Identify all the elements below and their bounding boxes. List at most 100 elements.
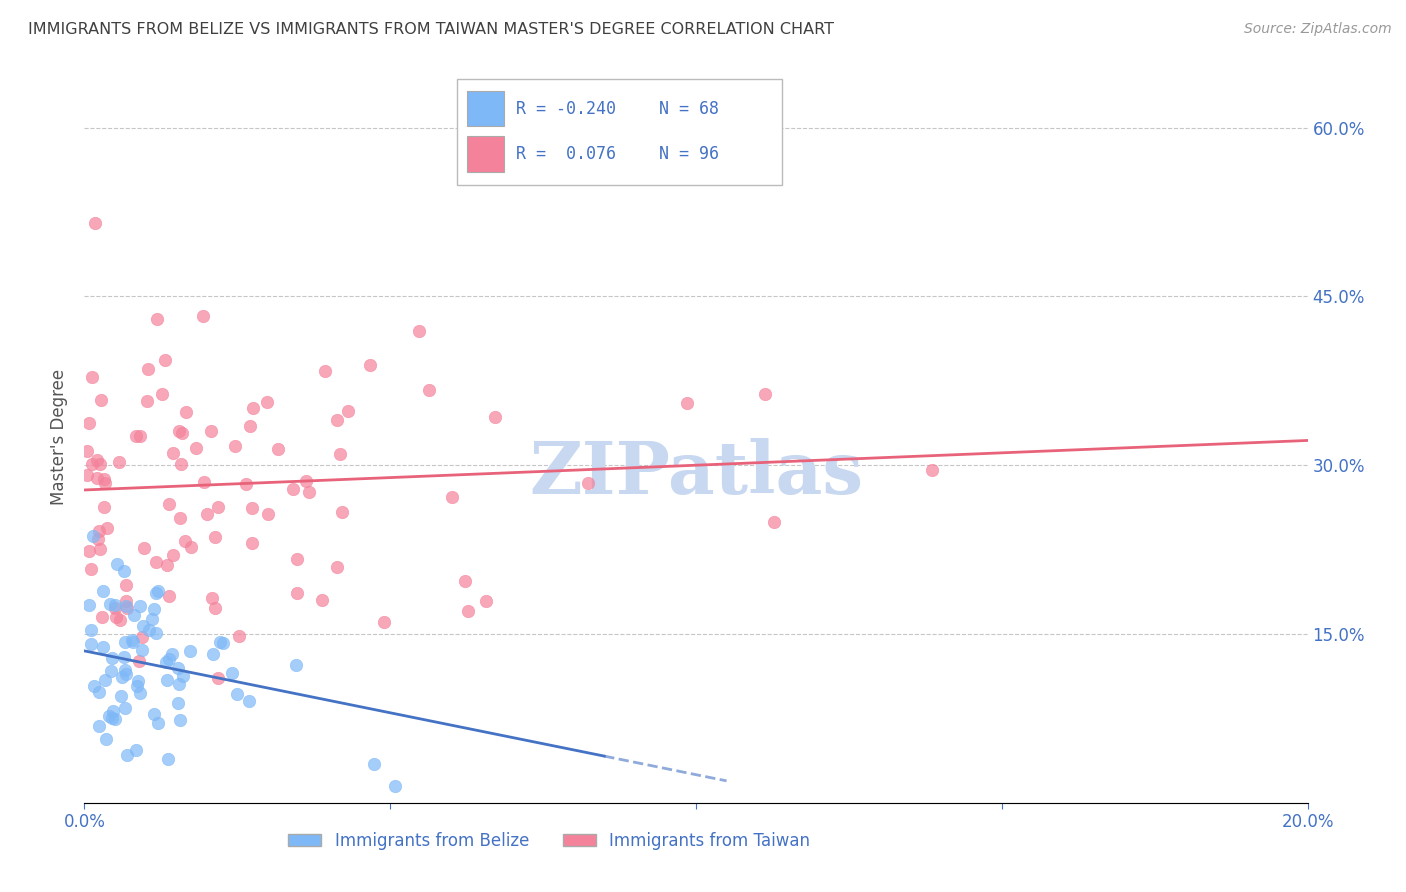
Point — [108, 614, 131, 628]
Point — [169, 511, 191, 525]
Point — [129, 428, 152, 442]
Point — [114, 594, 136, 608]
Point — [676, 396, 699, 410]
Point — [129, 686, 152, 700]
Point — [131, 630, 153, 644]
Point — [146, 715, 169, 730]
Point — [240, 536, 263, 550]
Point — [82, 529, 104, 543]
Point — [157, 589, 180, 603]
Point — [121, 632, 143, 647]
Point — [132, 541, 155, 555]
Text: N = 96: N = 96 — [659, 145, 720, 163]
Point — [86, 453, 108, 467]
Text: IMMIGRANTS FROM BELIZE VS IMMIGRANTS FROM TAIWAN MASTER'S DEGREE CORRELATION CHA: IMMIGRANTS FROM BELIZE VS IMMIGRANTS FRO… — [28, 22, 834, 37]
Point — [267, 442, 290, 457]
Point — [170, 457, 193, 471]
Point — [90, 393, 112, 408]
Point — [167, 677, 190, 691]
Point — [124, 743, 146, 757]
Point — [169, 713, 191, 727]
Point — [91, 583, 114, 598]
Point — [86, 471, 108, 485]
Point — [115, 747, 138, 762]
Point — [156, 673, 179, 687]
Point — [125, 679, 148, 693]
Point — [763, 515, 786, 529]
Point — [228, 629, 250, 643]
Point — [474, 594, 496, 608]
Point — [325, 560, 347, 574]
Point — [129, 599, 152, 613]
Point — [173, 533, 195, 548]
Text: N = 68: N = 68 — [659, 100, 720, 118]
FancyBboxPatch shape — [467, 136, 503, 171]
Point — [112, 564, 135, 578]
Point — [162, 548, 184, 562]
Point — [121, 634, 143, 648]
Point — [115, 601, 138, 615]
Point — [87, 532, 110, 546]
Text: Source: ZipAtlas.com: Source: ZipAtlas.com — [1244, 22, 1392, 37]
Point — [242, 401, 264, 415]
Point — [114, 663, 136, 677]
Point — [224, 440, 246, 454]
Point — [578, 475, 600, 490]
Point — [125, 428, 148, 442]
Point — [166, 661, 188, 675]
Point — [89, 458, 111, 472]
Point — [104, 598, 127, 612]
Y-axis label: Master's Degree: Master's Degree — [51, 369, 69, 505]
Point — [79, 416, 101, 430]
Point — [325, 412, 347, 426]
Point — [285, 586, 308, 600]
Point — [285, 552, 308, 566]
Point — [295, 474, 318, 488]
Point — [91, 609, 114, 624]
Point — [80, 369, 103, 384]
Point — [207, 500, 229, 514]
Point — [93, 640, 115, 655]
Point — [283, 482, 305, 496]
Point — [104, 600, 127, 615]
Point — [142, 706, 165, 721]
Point — [98, 597, 121, 611]
Point — [87, 719, 110, 733]
Point — [457, 604, 479, 618]
Point — [754, 386, 776, 401]
Point — [156, 558, 179, 572]
Point — [89, 684, 111, 698]
Point — [114, 635, 136, 649]
Point — [172, 425, 194, 440]
Point — [204, 601, 226, 615]
FancyBboxPatch shape — [467, 91, 503, 127]
Point — [186, 441, 208, 455]
Point — [212, 635, 235, 649]
Point — [83, 679, 105, 693]
Point — [484, 409, 506, 424]
Point — [94, 475, 117, 490]
Point — [195, 507, 218, 521]
Point — [418, 383, 440, 397]
Point — [110, 669, 132, 683]
Point — [77, 598, 100, 612]
Point — [145, 586, 167, 600]
Point — [105, 557, 128, 571]
Point — [98, 708, 121, 723]
Point — [384, 779, 406, 793]
Point — [131, 643, 153, 657]
Point — [204, 530, 226, 544]
Point — [155, 352, 177, 367]
Point — [157, 652, 180, 666]
Text: R = -0.240: R = -0.240 — [516, 100, 616, 118]
Point — [84, 216, 107, 230]
Point — [114, 701, 136, 715]
Point — [160, 648, 183, 662]
Point — [239, 419, 262, 434]
FancyBboxPatch shape — [457, 78, 782, 185]
Point — [363, 756, 385, 771]
Text: R =  0.076: R = 0.076 — [516, 145, 616, 163]
Point — [330, 505, 353, 519]
Point — [180, 540, 202, 554]
Point — [257, 508, 280, 522]
